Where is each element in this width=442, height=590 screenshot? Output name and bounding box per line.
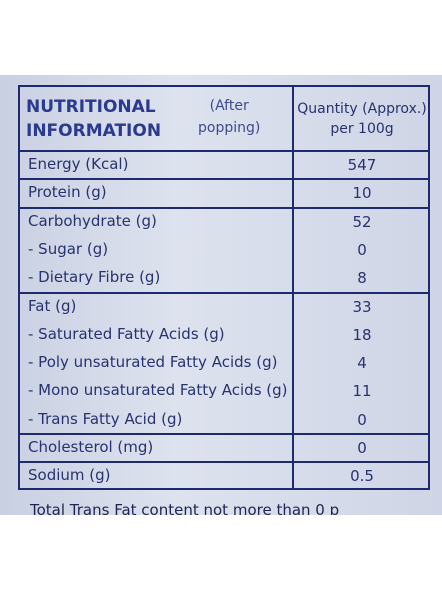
title-line: NUTRITIONAL: [26, 97, 156, 117]
nutrient-value: 10: [352, 184, 372, 203]
row-divider: [20, 433, 428, 435]
nutrient-label: - Poly unsaturated Fatty Acids (g): [28, 353, 278, 372]
nutrient-value: 18: [352, 325, 372, 344]
nutrient-label: Energy (Kcal): [28, 155, 129, 173]
label-photo: NUTRITIONAL INFORMATION (After popping) …: [0, 75, 442, 515]
nutrient-value: 8: [357, 269, 367, 288]
nutrient-value: 4: [357, 354, 367, 373]
nutrient-label: Sodium (g): [28, 466, 111, 485]
quantity-line: per 100g: [330, 121, 394, 137]
nutrient-value: 0: [357, 240, 367, 259]
row-divider: [20, 178, 428, 181]
nutrient-value: 0.5: [350, 467, 374, 486]
nutrient-label: Protein (g): [28, 183, 107, 202]
nutrient-label: - Saturated Fatty Acids (g): [28, 324, 225, 343]
nutrition-table: NUTRITIONAL INFORMATION (After popping) …: [18, 85, 430, 490]
nutrient-value: 33: [352, 297, 372, 316]
row-divider: [20, 461, 428, 464]
nutrient-label: Carbohydrate (g): [28, 211, 157, 230]
nutrient-value: 52: [352, 212, 372, 231]
row-divider: [20, 206, 428, 209]
title-line: INFORMATION: [26, 121, 162, 141]
nutrient-label: - Trans Fatty Acid (g): [28, 409, 183, 428]
header-title: NUTRITIONAL INFORMATION: [26, 95, 161, 143]
nutrient-label: Fat (g): [28, 296, 77, 315]
nutrient-label: - Dietary Fibre (g): [28, 268, 161, 287]
nutrient-label: - Mono unsaturated Fatty Acids (g): [28, 381, 288, 400]
nutrient-label: - Sugar (g): [28, 239, 109, 258]
header-note: (After popping): [198, 95, 260, 139]
footnote: Total Trans Fat content not more than 0 …: [30, 501, 340, 515]
nutrient-value: 11: [352, 382, 372, 401]
note-line: popping): [198, 120, 261, 136]
row-divider: [20, 291, 428, 294]
column-divider: [292, 87, 294, 488]
row-divider: [20, 150, 428, 152]
nutrient-value: 547: [347, 156, 377, 174]
nutrient-label: Cholesterol (mg): [28, 438, 154, 456]
note-line: (After: [209, 98, 249, 114]
nutrient-value: 0: [357, 410, 367, 429]
header-quantity: Quantity (Approx.) per 100g: [294, 99, 430, 139]
quantity-line: Quantity (Approx.): [297, 101, 427, 117]
nutrient-value: 0: [357, 439, 367, 457]
